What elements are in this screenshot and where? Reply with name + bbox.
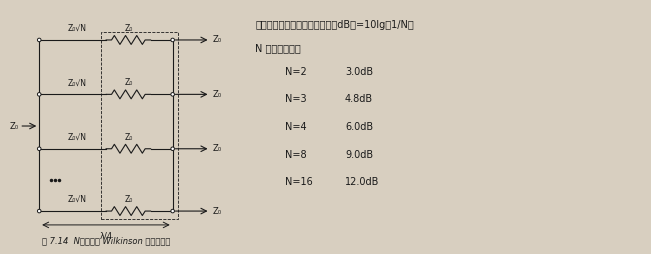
Text: N=3: N=3 [285,94,307,104]
Circle shape [171,92,174,96]
Text: 3.0dB: 3.0dB [345,67,373,77]
Text: 4.8dB: 4.8dB [345,94,373,104]
Text: Z₀: Z₀ [212,144,221,153]
Circle shape [171,209,174,213]
Text: Z₀: Z₀ [124,24,133,33]
Text: N 为功分器路数: N 为功分器路数 [255,43,301,53]
Text: Z₀: Z₀ [212,36,221,44]
Text: Z₀: Z₀ [124,78,133,87]
Text: Z₀√N: Z₀√N [68,133,87,142]
Text: N=8: N=8 [285,150,307,160]
Text: Z₀√N: Z₀√N [68,24,87,33]
Text: N=2: N=2 [285,67,307,77]
Text: 12.0dB: 12.0dB [345,178,380,187]
Circle shape [38,92,41,96]
Text: λ/4: λ/4 [100,232,113,241]
Text: 图 7.14  N路等分的 Wilkinson 功率分配器: 图 7.14 N路等分的 Wilkinson 功率分配器 [42,237,170,246]
Circle shape [171,147,174,151]
Circle shape [38,147,41,151]
Text: Z₀√N: Z₀√N [68,78,87,87]
Text: N=16: N=16 [285,178,313,187]
Bar [101,32,178,219]
Text: Z₀: Z₀ [212,90,221,99]
Text: Z₀: Z₀ [124,133,133,142]
Circle shape [171,38,174,42]
Text: Z₀: Z₀ [9,121,18,131]
Text: 理想等分功分器的分配损耗为（dB）=10lg（1/N）: 理想等分功分器的分配损耗为（dB）=10lg（1/N） [255,20,414,30]
Text: N=4: N=4 [285,122,307,132]
Circle shape [38,209,41,213]
Text: 9.0dB: 9.0dB [345,150,373,160]
Circle shape [38,38,41,42]
Text: Z₀: Z₀ [124,195,133,204]
Text: Z₀√N: Z₀√N [68,195,87,204]
Text: 6.0dB: 6.0dB [345,122,373,132]
Text: Z₀: Z₀ [212,207,221,216]
